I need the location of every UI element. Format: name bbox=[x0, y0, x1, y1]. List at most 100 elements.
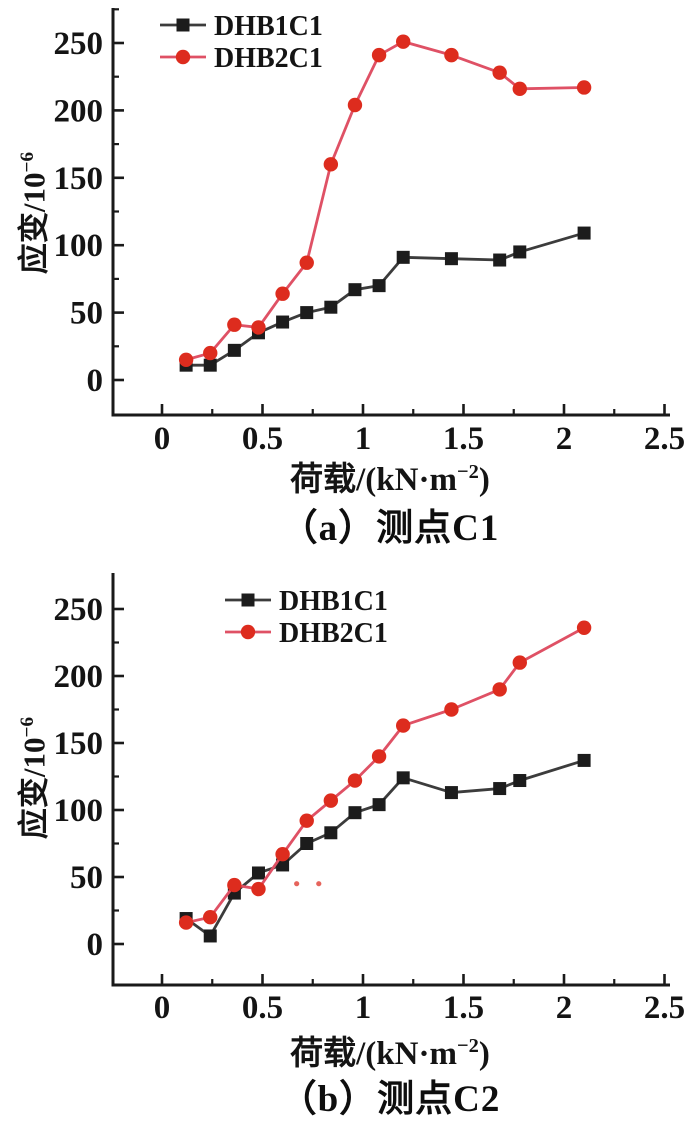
legend-label: DHB2C1 bbox=[214, 43, 323, 74]
y-tick-label: 150 bbox=[54, 726, 104, 762]
y-tick-label: 100 bbox=[54, 793, 104, 829]
y-axis-title-superscript: −6 bbox=[17, 151, 39, 173]
y-tick-label: 250 bbox=[54, 26, 104, 62]
circle-marker bbox=[492, 65, 507, 80]
circle-marker bbox=[178, 915, 194, 930]
legend-circle-marker bbox=[175, 49, 191, 65]
square-marker bbox=[300, 837, 314, 850]
square-marker bbox=[300, 306, 314, 320]
circle-marker bbox=[512, 655, 527, 670]
chart-a-y-axis-title: 应变/10−6 bbox=[9, 152, 54, 274]
circle-marker bbox=[203, 345, 218, 361]
x-axis-title-close: ) bbox=[478, 1036, 490, 1072]
square-marker bbox=[396, 250, 410, 264]
circle-marker bbox=[323, 793, 339, 808]
x-axis-title-text: 荷载/(kN·m bbox=[290, 462, 457, 498]
circle-marker bbox=[347, 773, 363, 788]
y-tick-label: 0 bbox=[87, 363, 104, 399]
square-marker bbox=[227, 343, 241, 357]
square-marker bbox=[577, 226, 591, 240]
square-marker bbox=[372, 279, 386, 293]
circle-marker bbox=[323, 157, 339, 172]
square-marker bbox=[348, 806, 362, 820]
square-marker bbox=[276, 858, 290, 872]
circle-marker bbox=[275, 847, 290, 862]
artifact-dot bbox=[294, 881, 300, 887]
x-tick-label: 0.5 bbox=[242, 990, 283, 1026]
x-tick-label: 2.5 bbox=[644, 421, 685, 457]
circle-marker bbox=[444, 702, 459, 717]
x-tick-label: 1.5 bbox=[443, 990, 484, 1026]
circle-marker bbox=[299, 255, 314, 270]
x-tick-label: 0.5 bbox=[242, 421, 283, 457]
circle-marker bbox=[576, 80, 592, 95]
square-marker bbox=[396, 771, 410, 785]
chart-a-caption: （a）测点C1 bbox=[280, 508, 500, 549]
circle-marker bbox=[576, 620, 592, 635]
circle-marker bbox=[512, 81, 527, 97]
circle-marker bbox=[371, 749, 387, 764]
x-axis-title-superscript: −2 bbox=[456, 1035, 479, 1057]
square-marker bbox=[444, 786, 458, 800]
legend-square-marker bbox=[176, 18, 190, 32]
square-marker bbox=[276, 315, 290, 329]
y-tick-label: 200 bbox=[54, 93, 104, 129]
y-tick-label: 100 bbox=[54, 228, 104, 264]
square-marker bbox=[493, 253, 507, 267]
circle-marker bbox=[178, 352, 194, 367]
axis-spines bbox=[111, 8, 670, 417]
legend-circle-marker bbox=[240, 624, 256, 640]
circle-marker bbox=[492, 682, 507, 697]
x-tick-label: 2 bbox=[556, 421, 573, 457]
circle-marker bbox=[251, 881, 266, 897]
square-marker bbox=[324, 300, 338, 314]
square-marker bbox=[324, 826, 338, 840]
x-tick-label: 0 bbox=[154, 990, 171, 1026]
x-tick-label: 1.5 bbox=[443, 421, 484, 457]
x-tick-label: 0 bbox=[154, 421, 171, 457]
circle-marker bbox=[275, 286, 290, 301]
y-tick-label: 250 bbox=[54, 592, 104, 628]
square-marker bbox=[493, 782, 507, 796]
y-tick-label: 0 bbox=[87, 927, 104, 963]
x-axis-title-text: 荷载/(kN·m bbox=[290, 1036, 457, 1072]
axis-spines bbox=[111, 573, 670, 987]
legend-label: DHB1C1 bbox=[279, 586, 388, 617]
circle-marker bbox=[347, 97, 363, 113]
legend-label: DHB1C1 bbox=[214, 11, 323, 42]
circle-marker bbox=[251, 320, 266, 335]
x-tick-label: 1 bbox=[355, 990, 372, 1026]
y-tick-label: 50 bbox=[70, 296, 103, 332]
square-marker bbox=[203, 929, 217, 943]
y-axis-title-superscript: −6 bbox=[17, 716, 39, 738]
circle-marker bbox=[444, 47, 459, 63]
chart-b-x-axis-title: 荷载/(kN·m−2) bbox=[60, 1026, 700, 1074]
square-marker bbox=[251, 866, 265, 880]
circle-marker bbox=[299, 813, 314, 828]
square-marker bbox=[348, 283, 362, 297]
chart-b-caption: （b）测点C2 bbox=[279, 1079, 501, 1120]
chart-a-x-axis-title: 荷载/(kN·m−2) bbox=[60, 452, 700, 500]
x-axis-title-close: ) bbox=[478, 462, 490, 498]
artifact-dot bbox=[316, 881, 322, 887]
circle-marker bbox=[396, 34, 411, 49]
x-axis-title-superscript: −2 bbox=[456, 461, 479, 483]
chart-b-y-axis-title: 应变/10−6 bbox=[9, 717, 54, 839]
y-axis-title-text: 应变/10 bbox=[16, 172, 52, 275]
y-tick-label: 150 bbox=[54, 161, 104, 197]
x-tick-label: 1 bbox=[355, 421, 372, 457]
circle-marker bbox=[227, 317, 242, 332]
y-tick-label: 50 bbox=[70, 860, 103, 896]
circle-marker bbox=[396, 718, 411, 733]
square-marker bbox=[203, 358, 217, 372]
legend-square-marker bbox=[241, 593, 255, 607]
square-marker bbox=[513, 774, 527, 788]
circle-marker bbox=[371, 47, 387, 63]
square-marker bbox=[444, 252, 458, 266]
circle-marker bbox=[203, 910, 218, 925]
square-marker bbox=[577, 753, 591, 767]
y-tick-label: 200 bbox=[54, 659, 104, 695]
circle-marker bbox=[227, 877, 242, 893]
